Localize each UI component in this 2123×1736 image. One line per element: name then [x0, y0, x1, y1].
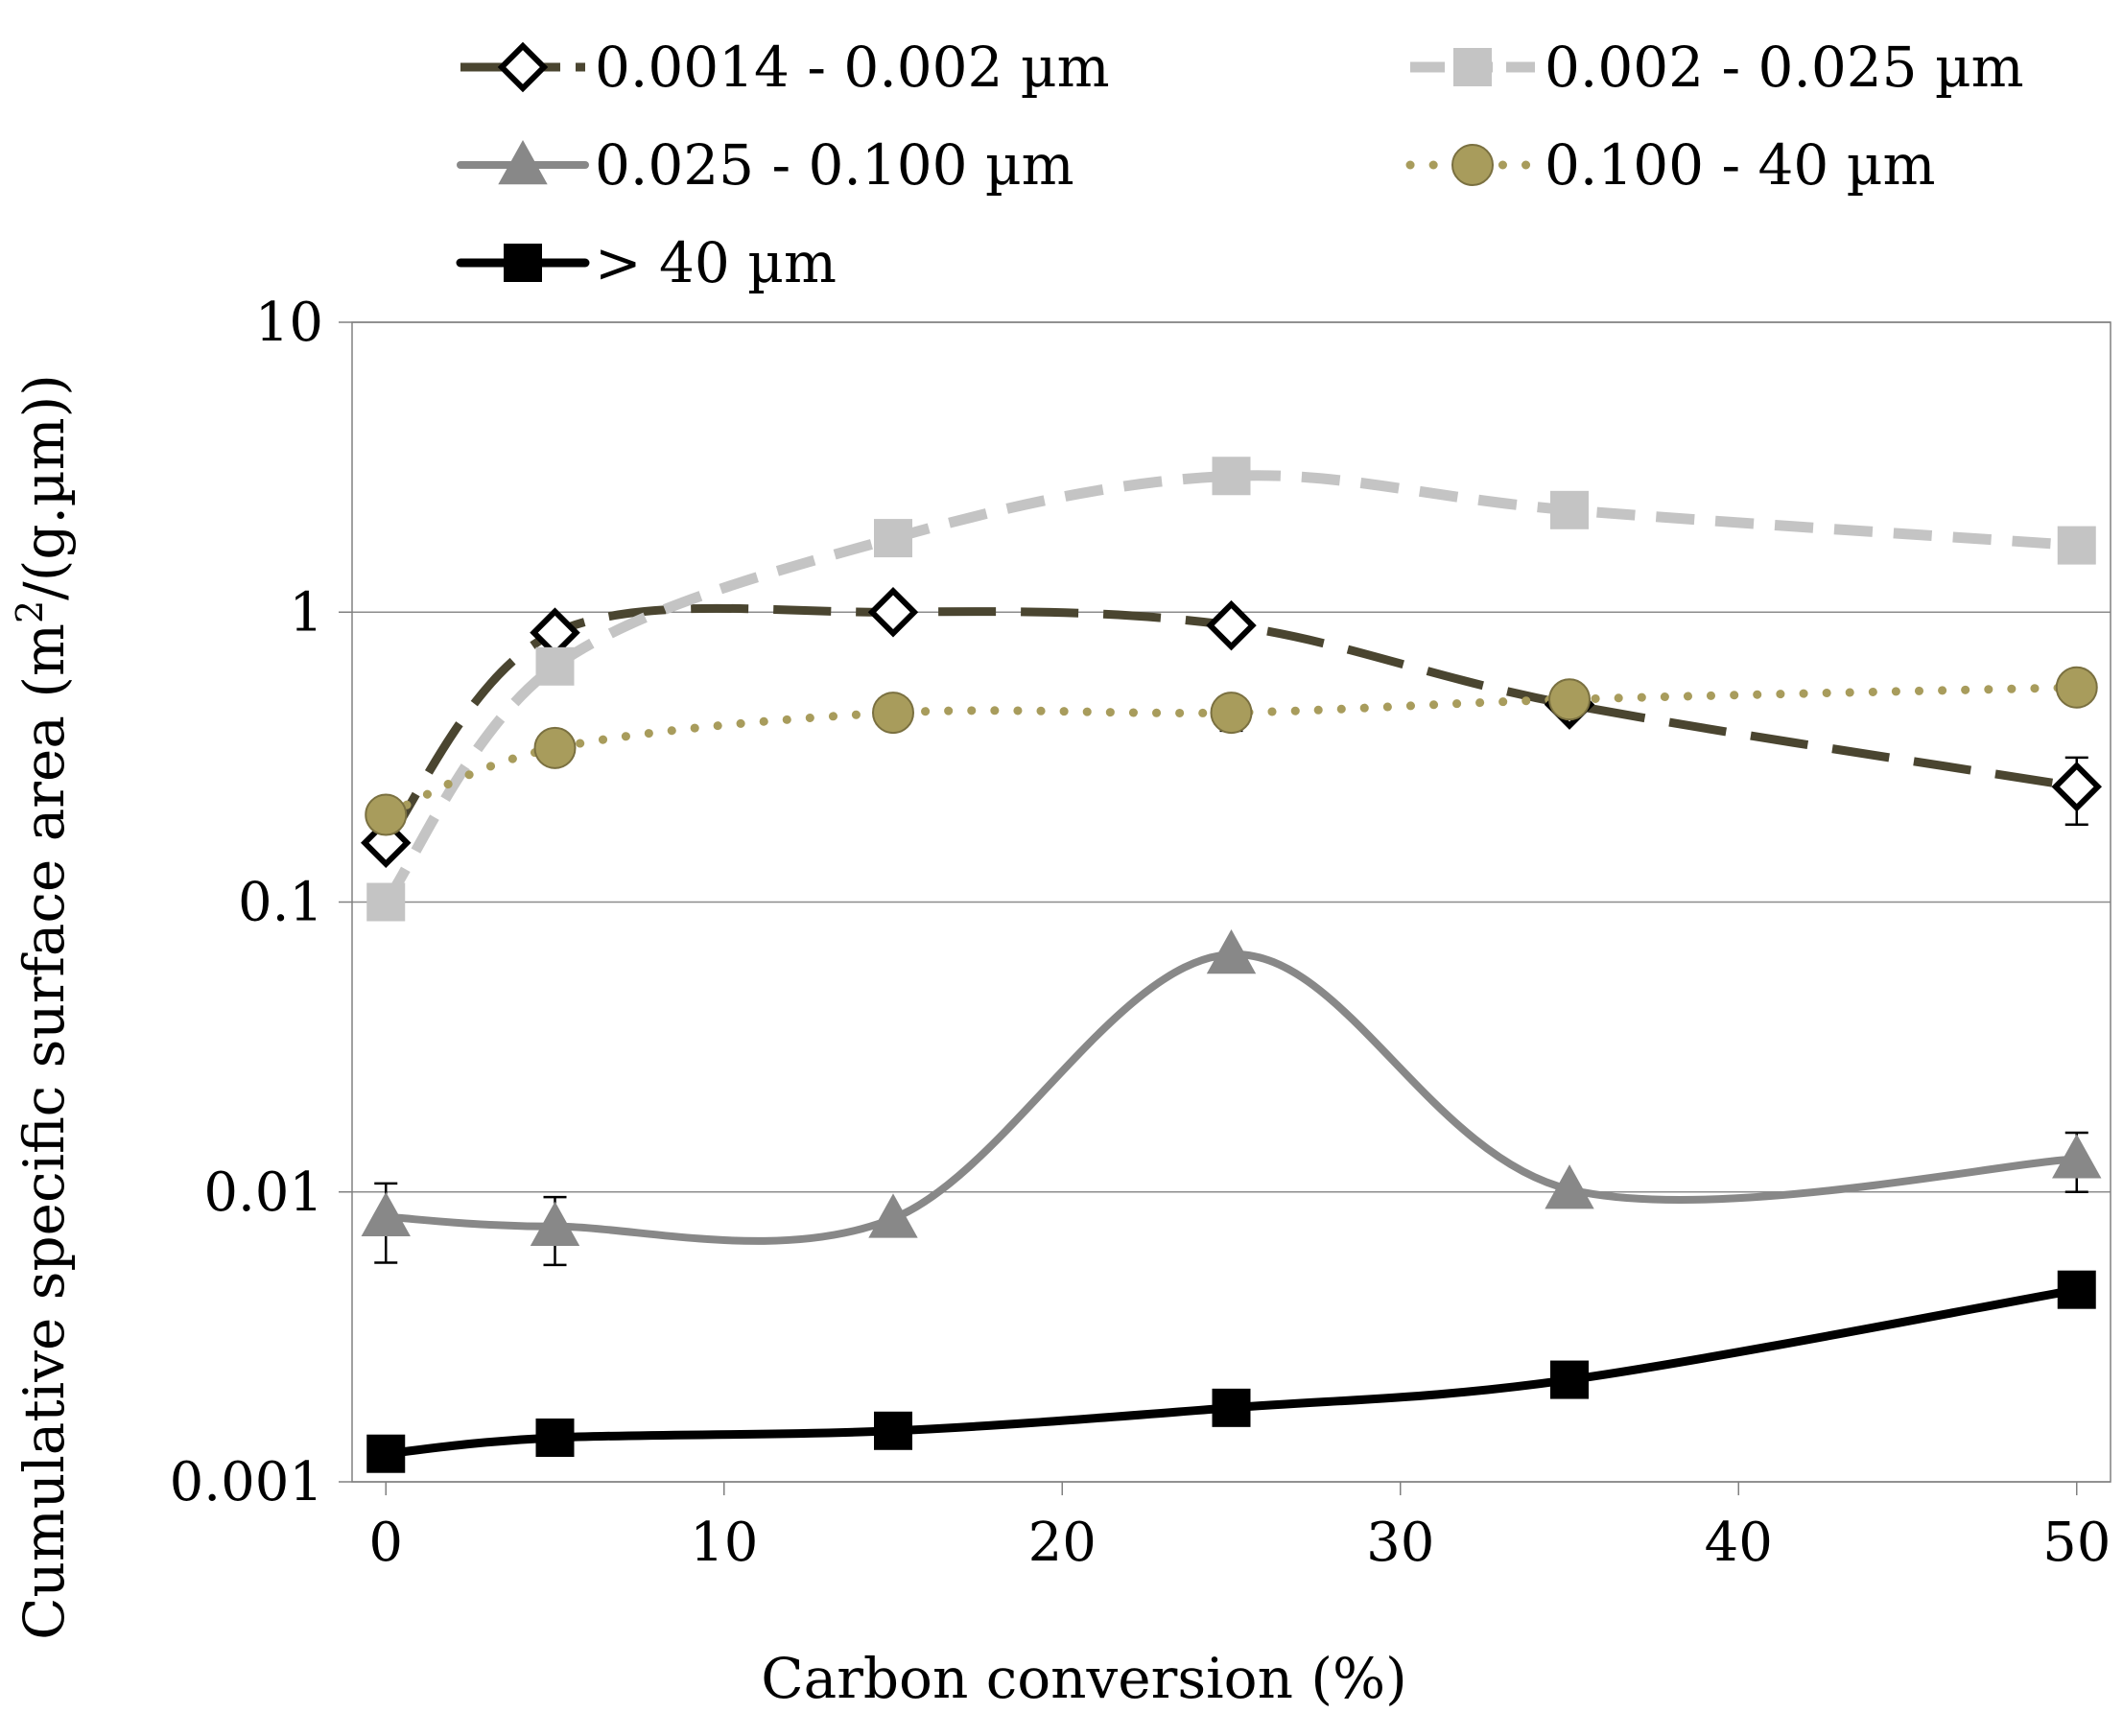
series-2-point	[2052, 1134, 2102, 1179]
axes: 0.001 0.01 0.1 1 10 0 10 20 30 40 50	[170, 292, 2111, 1574]
legend-marker-1	[1453, 48, 1492, 86]
legend-label-4: > 40 µm	[595, 230, 837, 295]
series-line-2	[382, 950, 2081, 1245]
legend-marker-0	[497, 41, 549, 93]
y-tick-label: 0.001	[170, 1451, 323, 1513]
series-2-point	[1545, 1164, 1594, 1209]
series-1-point	[535, 646, 575, 686]
x-tick-label: 20	[1028, 1512, 1097, 1574]
series-4-point	[1550, 1360, 1589, 1399]
series-4-point	[535, 1418, 575, 1457]
y-tick-label: 0.1	[238, 872, 323, 934]
series-3-point	[872, 692, 914, 735]
y-tick-label: 10	[255, 292, 323, 354]
series-4-point	[2057, 1270, 2096, 1309]
y-tick-label: 0.01	[203, 1161, 323, 1224]
x-tick-label: 40	[1705, 1512, 1773, 1574]
legend-label-3: 0.100 - 40 µm	[1545, 132, 1935, 198]
series-2-point	[1206, 928, 1257, 974]
series-0-point	[1206, 599, 1257, 651]
series-1-point	[366, 882, 406, 922]
y-axis-title: Cumulative specific surface area (m2/(g.…	[9, 374, 77, 1640]
legend-label-2: 0.025 - 0.100 µm	[595, 132, 1074, 198]
y-axis-title-sup: 2	[9, 600, 51, 623]
series-1-point	[1550, 490, 1589, 529]
x-tick-label: 30	[1366, 1512, 1434, 1574]
legend: 0.0014 - 0.002 µm 0.002 - 0.025 µm 0.025 -…	[456, 35, 2024, 295]
legend-label-0: 0.0014 - 0.002 µm	[595, 35, 1110, 100]
legend-marker-4	[504, 244, 542, 282]
series-0-point	[2051, 761, 2102, 812]
series-3-point	[1210, 692, 1253, 735]
series-line-4	[381, 1285, 2082, 1459]
series-line-1	[381, 470, 2078, 905]
legend-label-1: 0.002 - 0.025 µm	[1545, 35, 2024, 100]
grid-lines	[352, 321, 2111, 1483]
series-3-point	[365, 793, 408, 836]
series-4-point	[874, 1411, 912, 1450]
series-1-point	[874, 519, 912, 558]
legend-marker-3	[1451, 144, 1494, 186]
series-3-point	[2055, 666, 2098, 709]
series-0-point	[867, 587, 919, 638]
y-axis-title-tail: /(g.µm))	[12, 374, 77, 600]
x-tick-label: 50	[2042, 1512, 2111, 1574]
series-3-point	[533, 726, 577, 769]
series-2-point	[868, 1193, 918, 1238]
x-axis-title: Carbon conversion (%)	[761, 1646, 1407, 1711]
series-1-point	[2057, 526, 2096, 565]
series-1-point	[1212, 457, 1251, 496]
series-2-point	[530, 1201, 580, 1246]
data-markers	[361, 457, 2102, 1473]
x-tick-label: 10	[690, 1512, 758, 1574]
x-tick-label: 0	[368, 1512, 403, 1574]
error-bars	[374, 695, 2088, 1267]
series-4-point	[1212, 1388, 1251, 1427]
y-axis-title-main: Cumulative specific surface area (m	[12, 623, 77, 1640]
legend-marker-2	[498, 139, 548, 185]
series-3-point	[1548, 678, 1591, 721]
y-tick-label: 1	[289, 581, 323, 644]
series-2-point	[361, 1191, 411, 1236]
series-4-point	[366, 1434, 406, 1473]
